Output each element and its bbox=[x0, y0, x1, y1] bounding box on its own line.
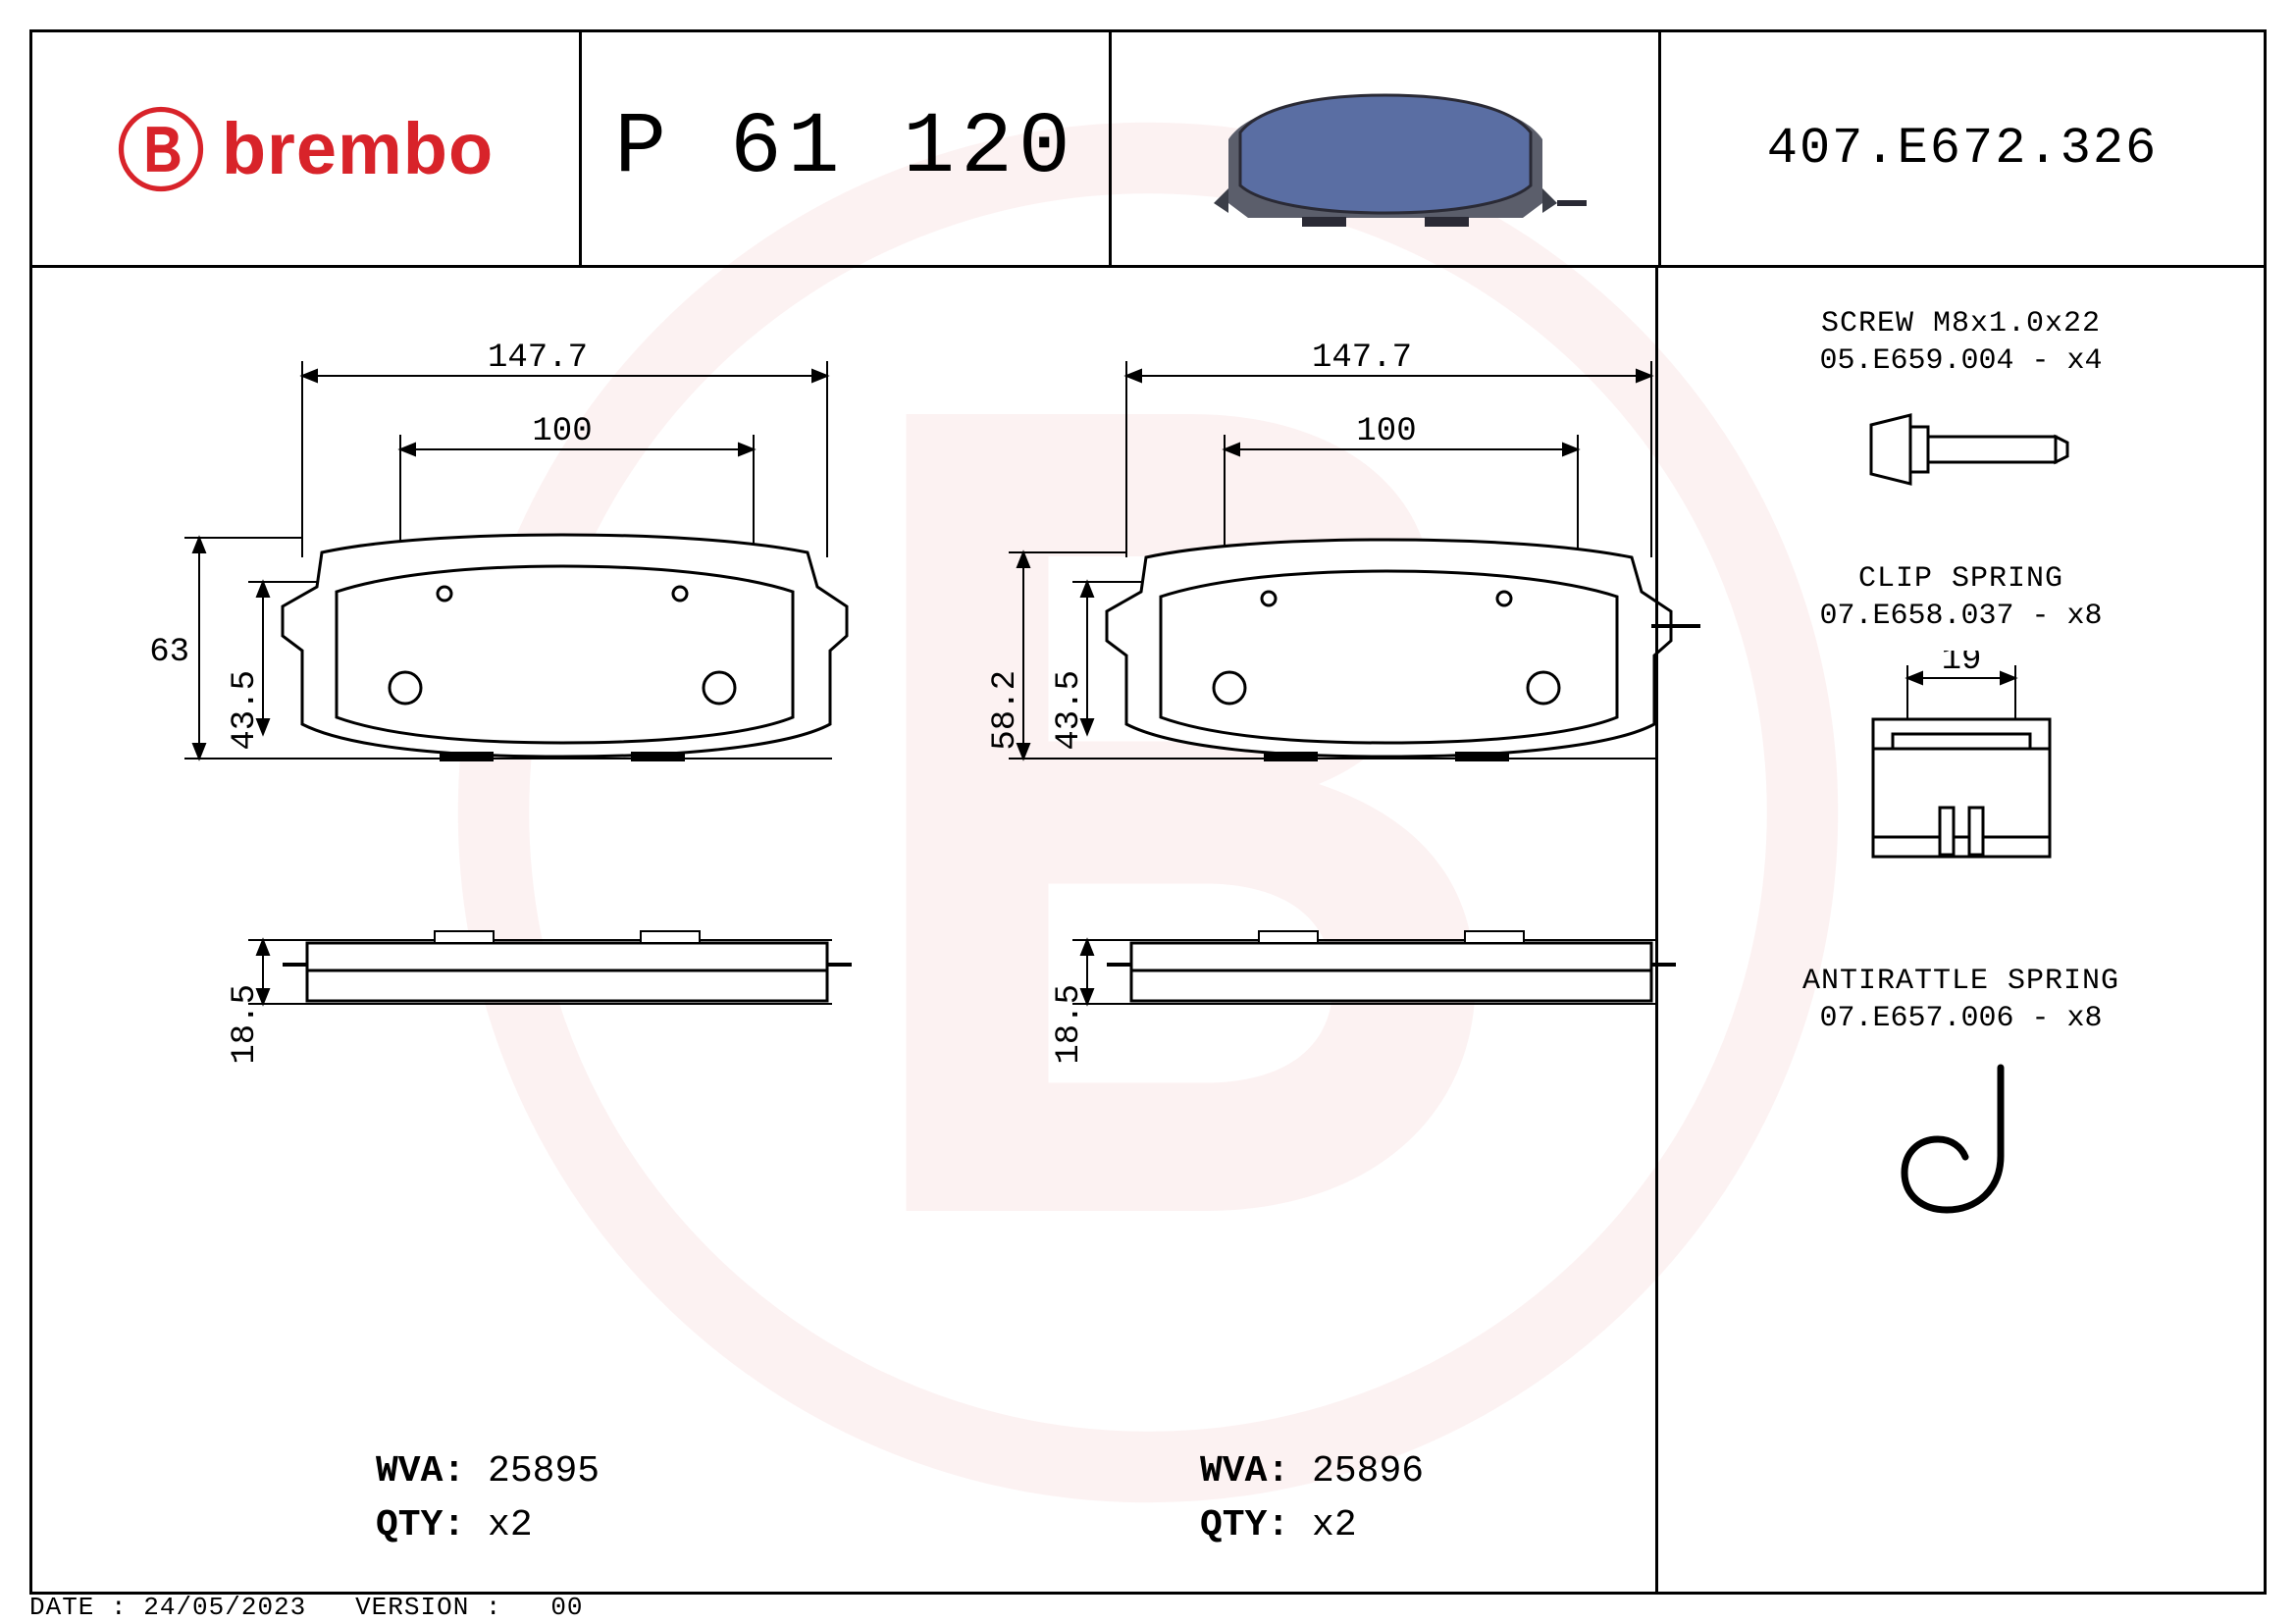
footer-date-label: DATE : bbox=[29, 1593, 128, 1622]
dim-thickness: 18.5 bbox=[1051, 984, 1088, 1065]
dim-height: 63 bbox=[150, 634, 189, 671]
pad-drawing-right: 147.7 100 bbox=[974, 337, 1740, 1225]
wva-value: 25896 bbox=[1312, 1450, 1424, 1493]
accessory-title: ANTIRATTLE SPRING bbox=[1658, 965, 2264, 998]
part-number: P 61 120 bbox=[614, 100, 1075, 197]
part-number-cell: P 61 120 bbox=[582, 32, 1112, 265]
accessory-clip-spring: CLIP SPRING 07.E658.037 - x8 19 bbox=[1658, 562, 2264, 906]
qty-value: x2 bbox=[1312, 1504, 1357, 1546]
dim-width: 147.7 bbox=[1312, 340, 1412, 377]
accessory-title: CLIP SPRING bbox=[1658, 562, 2264, 596]
clip-dim: 19 bbox=[1941, 651, 1981, 679]
dim-inner-height: 43.5 bbox=[1051, 670, 1088, 751]
dim-thickness: 18.5 bbox=[227, 984, 264, 1065]
dim-inner-width: 100 bbox=[532, 413, 592, 450]
accessory-code: 07.E657.006 - x8 bbox=[1658, 1002, 2264, 1035]
clip-spring-icon: 19 bbox=[1824, 651, 2099, 906]
reference-number: 407.E672.326 bbox=[1767, 120, 2158, 178]
qty-value: x2 bbox=[488, 1504, 533, 1546]
antirattle-icon bbox=[1863, 1053, 2060, 1239]
footer: DATE : 24/05/2023 VERSION : 00 bbox=[29, 1593, 584, 1622]
brand-name: brembo bbox=[222, 107, 494, 190]
render-cell bbox=[1112, 32, 1661, 265]
pad-drawing-left: 147.7 100 bbox=[150, 337, 915, 1225]
dim-height: 58.2 bbox=[987, 670, 1024, 751]
accessory-title: SCREW M8x1.0x22 bbox=[1658, 307, 2264, 341]
header-row: brembo P 61 120 407.E672.326 bbox=[32, 32, 2264, 268]
accessory-antirattle-spring: ANTIRATTLE SPRING 07.E657.006 - x8 bbox=[1658, 965, 2264, 1239]
accessory-code: 05.E659.004 - x4 bbox=[1658, 344, 2264, 378]
accessories-column: SCREW M8x1.0x22 05.E659.004 - x4 CLIP SP… bbox=[1655, 268, 2264, 1592]
drawings-area: 147.7 100 bbox=[32, 268, 1655, 1592]
brembo-b-icon bbox=[118, 106, 204, 192]
footer-version-label: VERSION : bbox=[355, 1593, 501, 1622]
accessory-code: 07.E658.037 - x8 bbox=[1658, 600, 2264, 633]
dim-inner-width: 100 bbox=[1356, 413, 1416, 450]
reference-cell: 407.E672.326 bbox=[1661, 32, 2264, 265]
pad-info-right: WVA: 25896 QTY: x2 bbox=[1200, 1444, 1424, 1552]
brand-logo-cell: brembo bbox=[32, 32, 582, 265]
accessory-screw: SCREW M8x1.0x22 05.E659.004 - x4 bbox=[1658, 307, 2264, 503]
dim-inner-height: 43.5 bbox=[227, 670, 264, 751]
footer-date: 24/05/2023 bbox=[143, 1593, 306, 1622]
footer-version: 00 bbox=[550, 1593, 583, 1622]
screw-icon bbox=[1844, 395, 2079, 503]
wva-value: 25895 bbox=[488, 1450, 600, 1493]
dim-width: 147.7 bbox=[488, 340, 588, 377]
pad-render-icon bbox=[1170, 56, 1601, 242]
pad-info-left: WVA: 25895 QTY: x2 bbox=[376, 1444, 600, 1552]
